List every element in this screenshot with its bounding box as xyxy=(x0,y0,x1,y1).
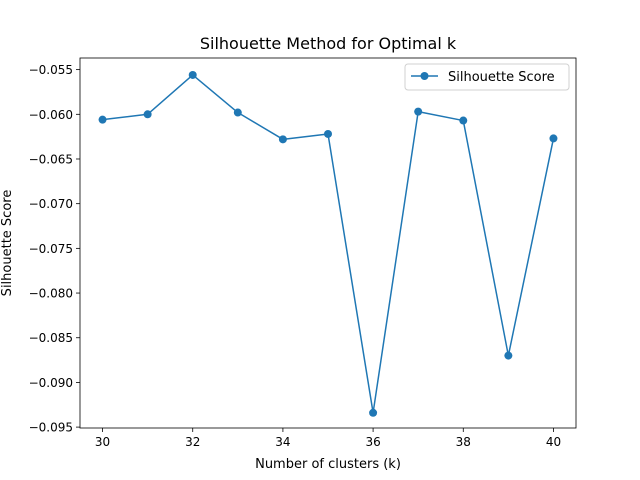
plot-frame xyxy=(79,57,577,429)
y-tick-label: −0.085 xyxy=(29,331,73,345)
data-point xyxy=(324,129,332,138)
data-point xyxy=(143,110,152,119)
data-point xyxy=(233,108,242,117)
y-tick-label: −0.090 xyxy=(29,376,73,390)
x-axis-label: Number of clusters (k) xyxy=(255,457,401,472)
y-axis: −0.055 −0.060 −0.065 −0.070 −0.075 −0.080 −0.0… xyxy=(29,63,80,435)
data-point xyxy=(459,116,468,125)
data-point xyxy=(549,134,558,143)
y-tick-label: −0.070 xyxy=(29,197,73,211)
x-axis: 30 32 34 36 38 40 xyxy=(95,428,561,449)
x-tick-label: 36 xyxy=(365,435,380,449)
x-tick-label: 40 xyxy=(546,435,561,449)
y-tick-label: −0.055 xyxy=(29,63,73,77)
series-layer xyxy=(98,70,558,417)
y-tick-label: −0.080 xyxy=(29,287,73,301)
data-point xyxy=(98,115,107,124)
chart-title: Silhouette Method for Optimal k xyxy=(200,34,457,53)
y-axis-label: Silhouette Score xyxy=(0,190,15,297)
y-tick-label: −0.095 xyxy=(29,421,73,435)
data-point xyxy=(414,107,423,116)
plot-area xyxy=(79,57,577,429)
legend-point-marker xyxy=(420,72,429,80)
y-tick-label: −0.075 xyxy=(29,242,73,256)
legend-label: Silhouette Score xyxy=(448,70,555,85)
data-point xyxy=(278,135,287,144)
x-tick-label: 38 xyxy=(456,435,471,449)
x-tick-label: 34 xyxy=(275,435,290,449)
data-point xyxy=(504,351,513,360)
y-tick-label: −0.065 xyxy=(29,152,73,166)
x-tick-label: 32 xyxy=(185,435,200,449)
legend: Silhouette Score xyxy=(404,63,570,91)
legend-box xyxy=(404,63,570,91)
y-tick-label: −0.060 xyxy=(29,108,73,122)
data-point xyxy=(369,408,378,417)
x-tick-label: 30 xyxy=(95,435,110,449)
data-point xyxy=(188,70,197,79)
